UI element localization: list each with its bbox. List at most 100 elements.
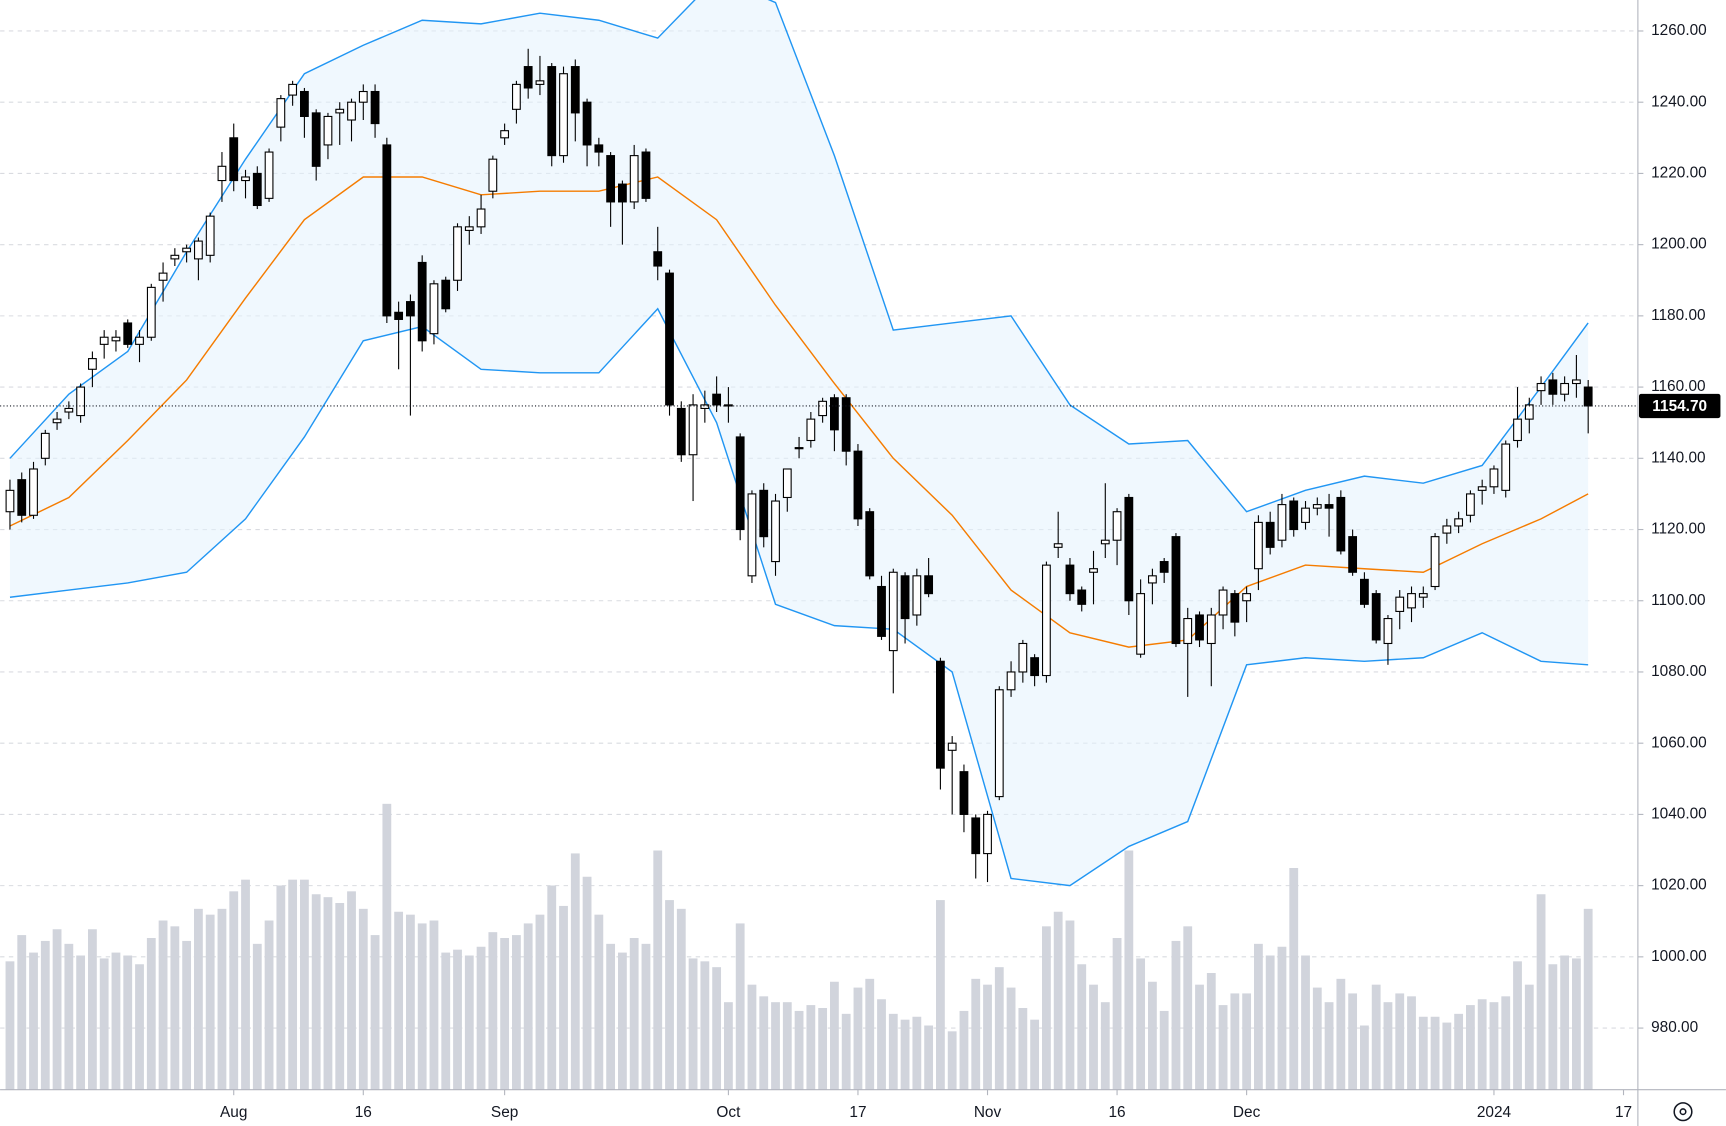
y-tick-label: 1140.00 [1651,449,1706,466]
candle-body [1348,536,1358,573]
volume-bar [182,940,192,1090]
settings-icon-ring[interactable] [1673,1102,1693,1122]
candle-body [818,400,828,417]
last-price-label: 1154.70 [1652,398,1707,415]
volume-bar [924,1025,934,1090]
candle-body [1524,404,1534,420]
candle-body [1112,511,1122,541]
volume-bar [52,929,62,1090]
candle-body [771,500,780,563]
candle-body [1407,593,1416,609]
candle-body [1477,486,1487,491]
candle-body [1089,568,1098,573]
volume-bar [912,1016,922,1090]
volume-bar [1053,911,1063,1090]
candle-body [853,450,863,520]
volume-bar [146,938,156,1090]
volume-bar [87,929,97,1090]
volume-bar [1571,958,1581,1090]
candle-body [1454,518,1464,527]
volume-bar [64,943,74,1090]
candle-body [1206,614,1216,645]
volume-bar [1159,1010,1169,1090]
volume-bar [205,914,215,1090]
volume-bar [1395,993,1405,1090]
volume-bar [264,920,274,1090]
candle-body [629,155,639,203]
candle-body [535,80,545,85]
volume-bar [1242,993,1252,1090]
candle-body [370,90,380,125]
y-tick-label: 1020.00 [1651,877,1707,894]
volume-bar [429,920,439,1090]
volume-bar [1359,1025,1369,1090]
candle-body [1465,493,1475,516]
volume-bar [441,952,451,1090]
candle-body [700,404,710,410]
candle-body [841,397,851,452]
x-tick-label: Sep [491,1104,518,1121]
candle-body [205,215,215,256]
volume-bar [1124,850,1134,1090]
candle-body [1583,386,1593,407]
volume-bar [1100,1002,1110,1090]
plot-area [0,0,1638,1090]
volume-bar [252,943,262,1090]
settings-icon-core[interactable] [1679,1108,1687,1116]
candle-body [653,251,663,267]
volume-bar [1524,984,1534,1090]
candle-body [1253,521,1263,570]
candle-body [464,226,474,231]
band-upper [9,0,1589,513]
candle-body [688,404,698,456]
volume-bar [1206,973,1216,1090]
candle-body [394,311,404,320]
candle-body [1442,525,1452,534]
volume-bar [1454,1013,1464,1090]
volume-bar [1018,1008,1028,1090]
settings-icon[interactable] [1673,1102,1693,1122]
volume-bar [723,1002,733,1090]
candle-body [358,90,368,103]
volume-bar [935,900,945,1090]
y-tick-label: 1100.00 [1651,592,1706,609]
volume-bar [1383,1002,1393,1090]
candle-body [1053,543,1063,548]
volume-bar [476,946,486,1090]
candle-body [40,432,50,459]
volume-bar [1501,996,1511,1090]
volume-bar [358,908,368,1090]
candle-body [865,511,875,577]
volume-bar [806,1005,816,1090]
y-tick-label: 1080.00 [1651,663,1707,680]
volume-bar [653,850,663,1090]
volume-bar [1371,984,1381,1090]
x-tick-label: Oct [716,1104,741,1121]
volume-bar [1041,926,1051,1090]
candle-body [264,151,274,199]
candle-body [1030,657,1040,677]
volume-bar [1513,961,1522,1090]
x-tick-label: 2024 [1477,1104,1512,1121]
volume-bar [1136,958,1146,1090]
candle-body [1277,504,1287,541]
candle-body [241,176,250,182]
candle-body [311,112,321,167]
candle-body [1218,589,1228,616]
candle-body [606,155,616,203]
volume-bar [241,879,250,1090]
volume-bar [1265,955,1275,1090]
candle-body [829,397,839,431]
y-tick-label: 1120.00 [1651,521,1706,538]
candle-body [1136,593,1146,655]
x-tick-label: Dec [1233,1104,1261,1121]
candle-body [935,660,945,769]
candle-body [782,468,792,499]
y-tick-label: 1220.00 [1651,164,1707,181]
volume-bar [464,955,474,1090]
candle-body [582,101,592,146]
y-tick-label: 1000.00 [1651,948,1707,965]
candle-body [547,66,557,157]
volume-bar [217,908,227,1090]
